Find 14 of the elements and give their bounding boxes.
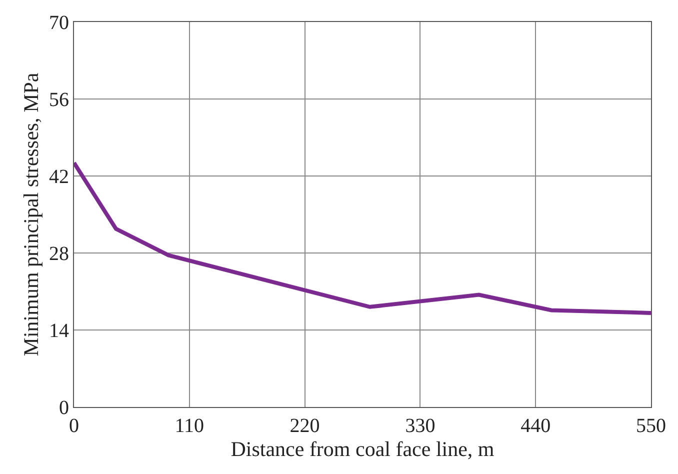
x-tick-label: 550 [636, 415, 666, 437]
x-axis-title: Distance from coal face line, m [230, 437, 494, 461]
y-tick-label: 56 [49, 89, 69, 111]
x-tick-label: 330 [405, 415, 436, 437]
x-tick-label: 220 [290, 415, 320, 437]
y-tick-label: 42 [49, 166, 69, 188]
y-tick-label: 28 [49, 243, 69, 265]
y-axis-title: Minimum principal stresses, MPa [19, 72, 44, 356]
y-tick-label: 14 [49, 320, 69, 342]
x-tick-label: 440 [520, 415, 551, 437]
y-tick-label: 70 [49, 12, 69, 34]
x-tick-label: 110 [174, 415, 204, 437]
line-series [74, 160, 651, 315]
y-tick-label: 0 [59, 397, 69, 419]
